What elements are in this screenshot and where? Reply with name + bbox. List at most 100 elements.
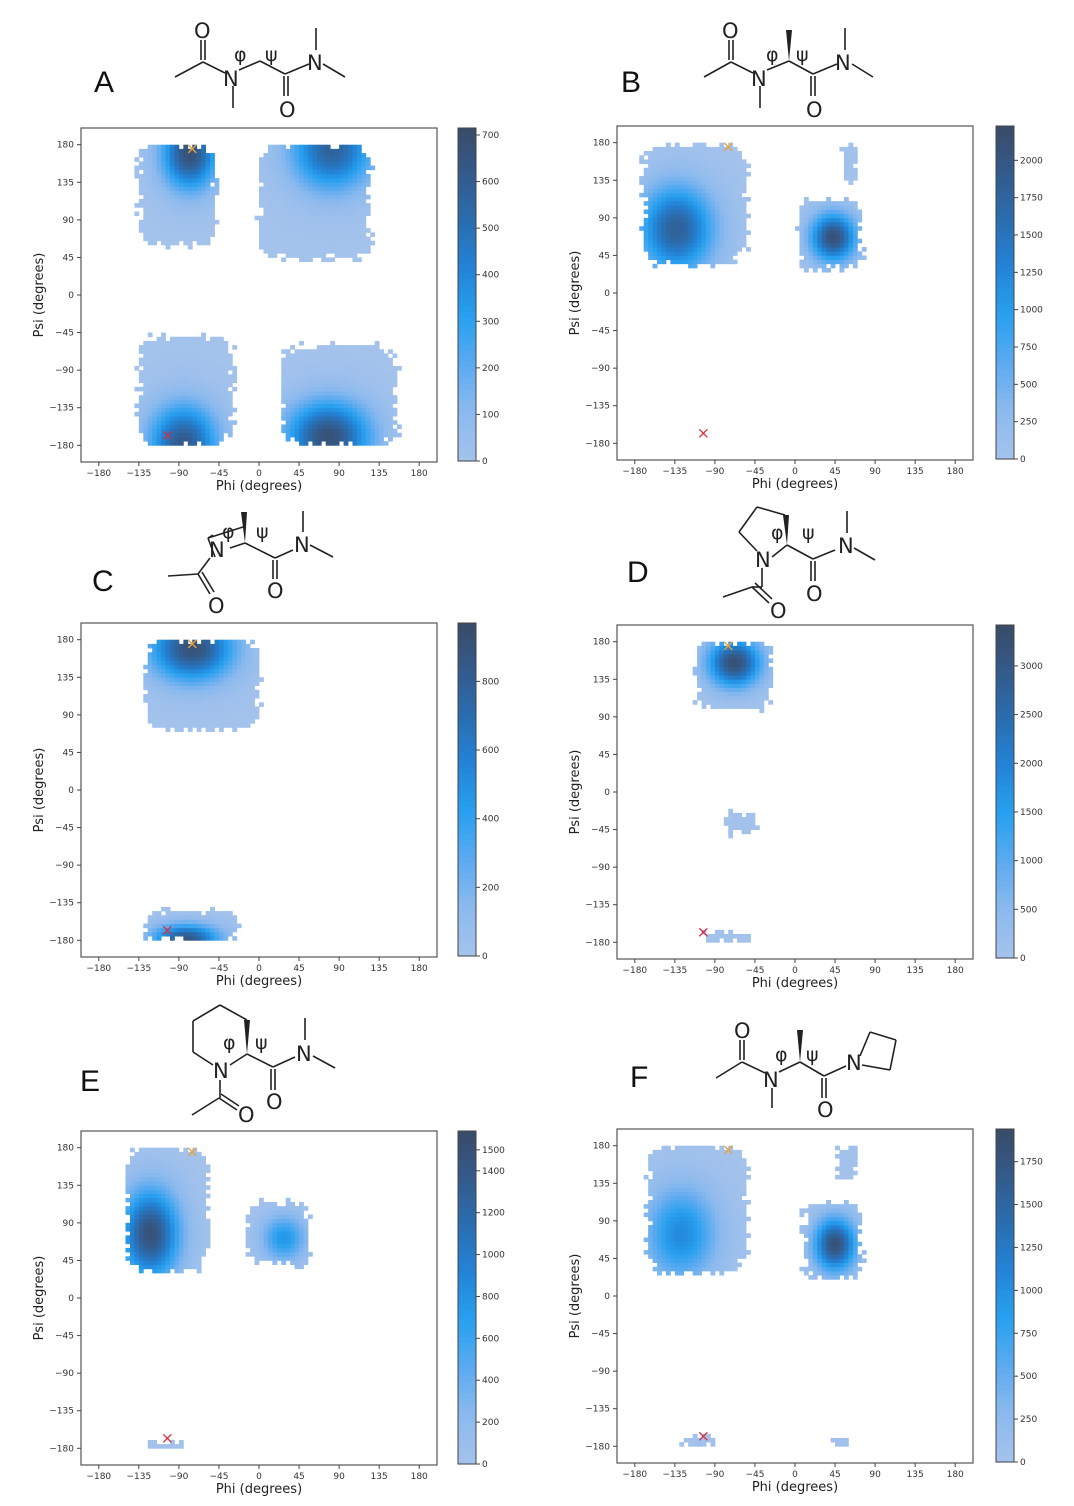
- heatmap-cell: [170, 1218, 175, 1224]
- heatmap-cell: [210, 190, 215, 196]
- heatmap-cell: [138, 1156, 144, 1161]
- heatmap-cell: [196, 169, 202, 175]
- heatmap-cell: [728, 929, 734, 935]
- heatmap-cell: [356, 148, 362, 154]
- heatmap-cell: [670, 155, 676, 160]
- heatmap-cell: [701, 247, 707, 252]
- heatmap-cell: [356, 357, 362, 363]
- heatmap-cell: [223, 673, 229, 678]
- heatmap-cell: [330, 157, 336, 162]
- heatmap-cell: [165, 441, 171, 446]
- heatmap-cell: [312, 215, 318, 221]
- heatmap-cell: [294, 186, 300, 192]
- heatmap-cell: [737, 234, 742, 240]
- heatmap-cell: [692, 184, 698, 190]
- colorbar-segment: [996, 392, 1014, 399]
- heatmap-cell: [218, 353, 224, 359]
- heatmap-cell: [196, 178, 202, 183]
- heatmap-cell: [643, 234, 649, 240]
- heatmap-cell: [312, 236, 318, 242]
- heatmap-cell: [356, 215, 362, 221]
- heatmap-cell: [316, 219, 322, 225]
- heatmap-cell: [808, 209, 814, 215]
- heatmap-cell: [196, 232, 202, 237]
- heatmap-cell: [697, 205, 702, 210]
- heatmap-cell: [290, 395, 295, 400]
- colorbar-segment: [996, 275, 1014, 282]
- colorbar-segment: [996, 641, 1014, 648]
- heatmap-cell: [214, 416, 220, 421]
- heatmap-cell: [388, 428, 393, 434]
- heatmap-cell: [316, 391, 322, 396]
- heatmap-cell: [254, 215, 260, 221]
- heatmap-cell: [178, 432, 184, 438]
- heatmap-cell: [170, 639, 175, 645]
- heatmap-cell: [356, 178, 362, 183]
- heatmap-cell: [339, 436, 344, 442]
- heatmap-cell: [830, 255, 836, 261]
- heatmap-cell: [674, 159, 680, 164]
- colorbar-segment: [458, 661, 476, 668]
- heatmap-cell: [156, 144, 162, 150]
- heatmap-cell: [205, 357, 211, 363]
- heatmap-cell: [147, 714, 153, 720]
- heatmap-cell: [361, 190, 367, 196]
- heatmap-cell: [236, 702, 242, 707]
- heatmap-cell: [701, 196, 707, 202]
- heatmap-cell: [161, 386, 166, 392]
- heatmap-cell: [848, 234, 854, 240]
- colorbar-segment: [996, 724, 1014, 732]
- heatmap-cell: [281, 407, 287, 413]
- heatmap-cell: [737, 817, 742, 822]
- molecule-structure-c: N O O N φ ψ: [167, 511, 334, 618]
- heatmap-cell: [143, 236, 149, 242]
- heatmap-cell: [670, 201, 676, 206]
- heatmap-cell: [665, 146, 671, 152]
- heatmap-cell: [232, 378, 238, 384]
- heatmap-cell: [307, 207, 313, 212]
- heatmap-cell: [365, 165, 371, 171]
- heatmap-cell: [259, 157, 264, 162]
- heatmap-cell: [147, 681, 153, 687]
- heatmap-cell: [710, 234, 716, 240]
- heatmap-cell: [183, 349, 189, 354]
- colorbar-segment: [458, 366, 476, 373]
- colorbar-segment: [996, 336, 1014, 344]
- panel-d: D N O O N φ ψ: [537, 495, 1074, 995]
- heatmap-cell: [178, 1210, 184, 1215]
- heatmap-cell: [670, 247, 676, 252]
- heatmap-cell: [732, 662, 738, 668]
- heatmap-cell: [334, 148, 340, 154]
- y-tick-label: 135: [593, 176, 610, 186]
- heatmap-cell: [161, 336, 166, 342]
- heatmap-cell: [701, 238, 707, 244]
- heatmap-cell: [339, 407, 344, 413]
- heatmap-cell: [396, 424, 402, 430]
- heatmap-cell: [330, 257, 336, 263]
- heatmap-cell: [294, 436, 300, 442]
- heatmap-cell: [348, 357, 353, 363]
- heatmap-cell: [348, 411, 353, 417]
- heatmap-cell: [147, 190, 153, 196]
- heatmap-cell: [223, 723, 229, 728]
- heatmap-cell: [218, 336, 224, 342]
- heatmap-cell: [267, 215, 273, 221]
- heatmap-cell: [852, 234, 858, 240]
- heatmap-cell: [178, 710, 184, 716]
- heatmap-cell: [710, 213, 716, 219]
- heatmap-cell: [267, 153, 273, 158]
- heatmap-cell: [227, 698, 233, 703]
- heatmap-cell: [192, 186, 198, 192]
- heatmap-cell: [835, 242, 840, 248]
- heatmap-cell: [165, 382, 171, 388]
- heatmap-cell: [192, 698, 198, 703]
- heatmap-cell: [330, 403, 336, 409]
- heatmap-cell: [701, 184, 707, 190]
- colorbar-segment: [458, 294, 476, 301]
- heatmap-cell: [737, 176, 742, 181]
- heatmap-cell: [307, 411, 313, 417]
- heatmap-cell: [706, 670, 711, 676]
- heatmap-cell: [272, 244, 278, 250]
- heatmap-cell: [147, 228, 153, 233]
